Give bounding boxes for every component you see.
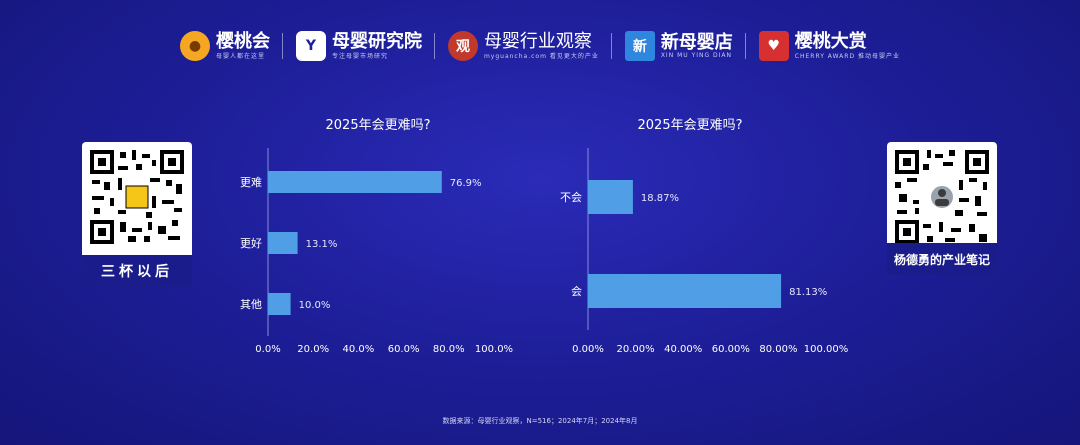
- qr-code-pattern: [90, 150, 184, 244]
- right-value-label: 81.13%: [789, 287, 827, 298]
- right-bar-2: [588, 274, 782, 308]
- left-category-label: 更好: [240, 236, 262, 250]
- right-x-tick-label: 20.00%: [617, 344, 655, 355]
- left-bar-3: [268, 293, 291, 315]
- right-x-tick-label: 100.00%: [804, 344, 849, 355]
- right-x-tick-label: 0.00%: [572, 344, 604, 355]
- left-x-tick-label: 60.0%: [388, 344, 420, 355]
- research-icon: Y: [295, 31, 326, 61]
- logo-cherry-award: ♥ 樱桃大赏 CHERRY AWARD 推动母婴产业: [758, 30, 900, 61]
- logo-name: 新母婴店: [660, 31, 733, 53]
- data-source-footnote: 数据来源：母婴行业观察，N=516；2024年7月；2024年8月: [442, 417, 638, 425]
- left-x-tick-label: 0.0%: [255, 344, 280, 355]
- right-x-tick-label: 80.00%: [759, 344, 797, 355]
- logo-new-muying-store: 新 新母婴店 XIN MU YING DIAN: [624, 31, 733, 61]
- logo-yingtaohui: ● 樱桃会 母婴人都在这里: [180, 31, 270, 61]
- left-value-label: 76.9%: [450, 178, 482, 189]
- qr-card-left: [82, 142, 192, 267]
- right-category-label: 会: [571, 285, 582, 298]
- logo-sub: CHERRY AWARD 推动母婴产业: [794, 53, 900, 61]
- logo-divider: [611, 33, 613, 59]
- logo-muying-research: Y 母婴研究院 专注母婴市场研究: [295, 30, 422, 61]
- left-x-tick-label: 80.0%: [433, 344, 465, 355]
- qr-caption-left: 三杯以后: [82, 255, 192, 287]
- logo-sub: 专注母婴市场研究: [331, 53, 388, 61]
- logo-name: 樱桃大赏: [794, 30, 867, 52]
- qr-code-pattern: [895, 150, 989, 244]
- logo-name: 樱桃会: [216, 30, 270, 52]
- logo-divider: [745, 33, 747, 59]
- right-x-tick-label: 60.00%: [712, 344, 750, 355]
- left-x-tick-label: 40.0%: [343, 344, 375, 355]
- logo-muying-observe: 观 母婴行业观察 myguancha.com 看见更大的产业: [447, 30, 599, 61]
- qr-code-right[interactable]: [893, 148, 991, 246]
- right-category-label: 不会: [560, 191, 582, 204]
- logo-name: 母婴研究院: [331, 30, 422, 52]
- left-x-tick-label: 100.0%: [475, 344, 513, 355]
- chart-title-left: 2025年会更难吗?: [325, 118, 431, 133]
- left-x-tick-label: 20.0%: [297, 344, 329, 355]
- left-bar-2: [268, 232, 298, 254]
- left-value-label: 13.1%: [306, 239, 338, 250]
- qr-caption-right: 杨德勇的产业笔记: [887, 243, 997, 275]
- logo-divider: [282, 33, 284, 59]
- logo-name: 母婴行业观察: [483, 30, 592, 52]
- right-bar-1: [588, 180, 633, 214]
- cherry-award-icon: ♥: [758, 31, 789, 61]
- qr-code-left[interactable]: [88, 148, 186, 246]
- xin-badge-icon: 新: [624, 31, 655, 61]
- guan-seal-icon: 观: [447, 31, 478, 61]
- left-bar-1: [268, 171, 442, 193]
- logo-sub: XIN MU YING DIAN: [660, 52, 733, 60]
- logo-sub: 母婴人都在这里: [216, 53, 266, 61]
- partner-logo-bar: ● 樱桃会 母婴人都在这里 Y 母婴研究院 专注母婴市场研究 观 母婴行业观察 …: [180, 26, 900, 66]
- logo-sub: myguancha.com 看见更大的产业: [483, 53, 599, 61]
- logo-divider: [434, 33, 436, 59]
- left-category-label: 更难: [240, 176, 262, 189]
- chart-title-right: 2025年会更难吗?: [637, 118, 743, 133]
- left-category-label: 其他: [240, 298, 262, 311]
- right-value-label: 18.87%: [641, 193, 679, 204]
- cherry-icon: ●: [180, 31, 210, 61]
- right-x-tick-label: 40.00%: [664, 344, 702, 355]
- left-value-label: 10.0%: [299, 300, 331, 311]
